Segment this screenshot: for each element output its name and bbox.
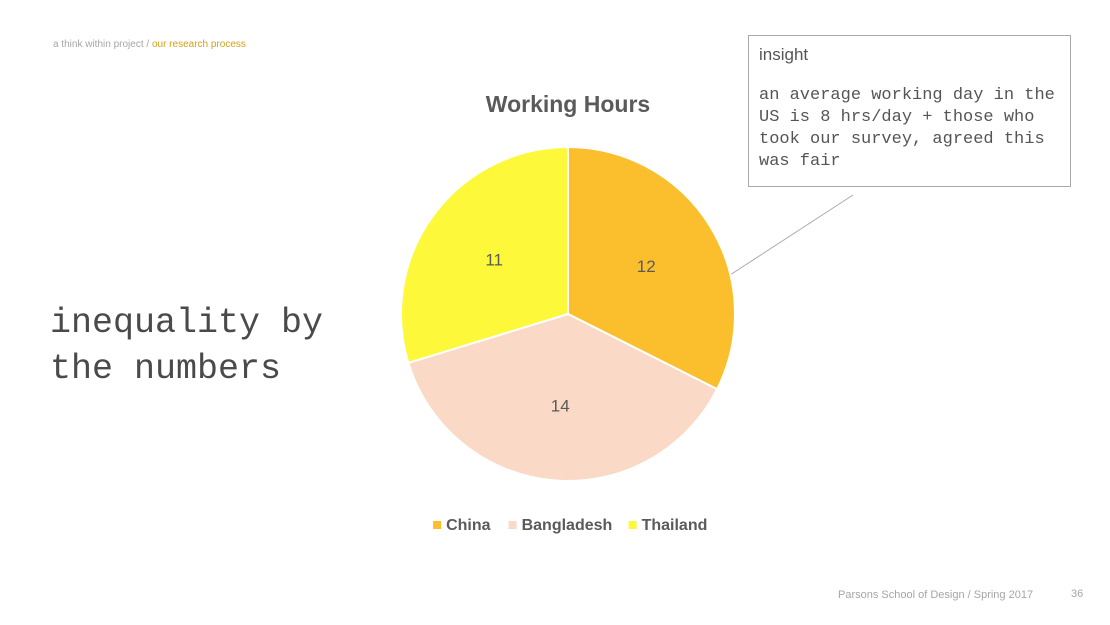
slide-title-line-1: inequality by	[50, 303, 324, 343]
slide-title-line-2: the numbers	[50, 349, 282, 389]
insight-callout-line	[729, 194, 854, 276]
legend-swatch-bangladesh	[508, 521, 517, 529]
legend-swatch-thailand	[628, 521, 637, 529]
pie-slice-thailand	[400, 145, 569, 365]
insight-body: an average working day in the US is 8 hr…	[759, 86, 1055, 171]
pie-slice-bangladesh	[407, 312, 719, 482]
chart-title: Working Hours	[486, 91, 650, 117]
legend-swatch-china	[433, 521, 442, 529]
legend-label-thailand: Thailand	[642, 517, 708, 534]
breadcrumb: a think within project / our research pr…	[53, 39, 246, 50]
breadcrumb-project: a think within project /	[53, 39, 150, 50]
page-number: 36	[1071, 588, 1084, 600]
data-label-bangladesh: 14	[551, 397, 570, 416]
chart-legend: China Bangladesh Thailand	[433, 517, 707, 534]
breadcrumb-current: our research process	[151, 39, 246, 50]
insight-heading: insight	[759, 45, 809, 64]
data-label-china: 12	[637, 257, 656, 276]
pie-slice-china	[567, 145, 736, 391]
pie-data-labels: 12 14 11	[485, 250, 655, 415]
data-label-thailand: 11	[485, 250, 503, 269]
slide-title: inequality by the numbers	[50, 300, 323, 392]
legend-label-china: China	[446, 517, 491, 534]
legend-label-bangladesh: Bangladesh	[522, 517, 613, 534]
insight-box: insight an average working day in the US…	[748, 35, 1071, 187]
footer-credit: Parsons School of Design / Spring 2017	[838, 589, 1034, 601]
pie-slices	[400, 145, 736, 482]
